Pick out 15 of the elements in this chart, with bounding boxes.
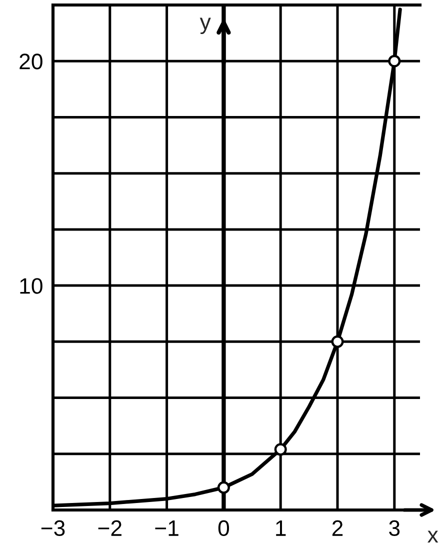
point (388, 54, 401, 68)
point (217, 481, 230, 494)
x-tick-label: −2 (98, 520, 122, 536)
x-tick-label: 0 (218, 520, 230, 536)
x-tick-label: 3 (389, 520, 400, 536)
y-tick-label: 10 (20, 278, 42, 294)
x-tick-label: −3 (41, 520, 65, 536)
x-tick-label: −1 (155, 520, 178, 536)
y-axis-title: y (200, 18, 211, 34)
y-tick-label: 20 (20, 54, 42, 70)
x-tick-label: 2 (332, 520, 343, 536)
x-tick-label: 1 (276, 520, 286, 536)
x-axis-title: x (428, 530, 438, 543)
point (331, 335, 344, 348)
point (274, 443, 287, 456)
